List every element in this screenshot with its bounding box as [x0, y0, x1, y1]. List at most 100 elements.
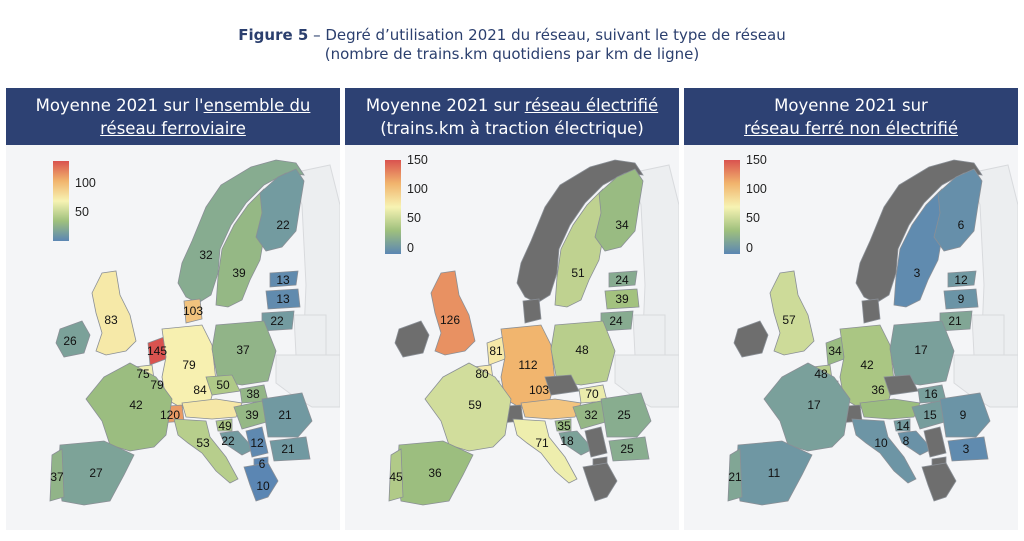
country-fi[interactable]: [255, 168, 305, 252]
country-dk[interactable]: [522, 298, 542, 324]
country-rs[interactable]: [584, 426, 608, 458]
country-it[interactable]: [851, 418, 917, 484]
country-uk[interactable]: [430, 270, 476, 356]
value-label-se: 3: [914, 266, 921, 280]
country-ro[interactable]: [939, 392, 991, 438]
country-pl[interactable]: [550, 320, 616, 386]
country-ro[interactable]: [600, 392, 652, 438]
value-label-sk: 38: [246, 387, 260, 401]
country-bg[interactable]: [269, 436, 311, 462]
legend-tick: 50: [407, 211, 421, 225]
country-fr[interactable]: [424, 362, 512, 452]
country-fr[interactable]: [85, 362, 173, 452]
country-fr[interactable]: [763, 362, 851, 452]
figure-title-text: – Degré d’utilisation 2021 du réseau, su…: [308, 26, 786, 44]
country-ee[interactable]: [947, 270, 977, 288]
value-label-fr: 59: [468, 398, 482, 412]
value-label-fi: 22: [276, 218, 290, 232]
value-label-dk: 103: [183, 304, 203, 318]
country-gr[interactable]: [243, 462, 279, 502]
value-label-si: 35: [557, 419, 571, 433]
country-si[interactable]: [893, 418, 911, 432]
country-si[interactable]: [215, 418, 233, 432]
value-label-sk: 70: [585, 387, 599, 401]
value-label-pl: 48: [575, 343, 589, 357]
country-at[interactable]: [520, 398, 582, 420]
country-ie[interactable]: [394, 320, 430, 358]
panel-title-link[interactable]: réseau ferroviaire: [100, 119, 246, 138]
value-label-uk: 57: [782, 313, 796, 327]
country-no[interactable]: [516, 159, 644, 304]
value-label-hu: 15: [923, 408, 937, 422]
country-lv[interactable]: [265, 288, 301, 310]
country-uk[interactable]: [91, 270, 137, 356]
value-label-lt: 22: [270, 314, 284, 328]
value-label-fr: 42: [129, 398, 143, 412]
value-label-no: 32: [199, 248, 213, 262]
country-hr[interactable]: [897, 430, 933, 456]
country-ee[interactable]: [608, 270, 638, 288]
value-label-ee: 24: [615, 273, 629, 287]
country-dk[interactable]: [861, 298, 881, 324]
value-label-be: 48: [814, 367, 828, 381]
country-ee[interactable]: [269, 270, 299, 288]
value-label-se: 51: [571, 266, 585, 280]
country-at[interactable]: [859, 398, 921, 420]
value-label-pt: 45: [389, 470, 403, 484]
value-label-at: 36: [871, 383, 885, 397]
country-it[interactable]: [512, 418, 578, 484]
panel-non-electrified: Moyenne 2021 sur réseau ferré non électr…: [684, 88, 1018, 530]
legend-bar: [724, 160, 740, 254]
panel-electrified: Moyenne 2021 sur réseau électrifié (trai…: [345, 88, 679, 530]
value-label-si: 14: [896, 419, 910, 433]
country-no[interactable]: [177, 159, 305, 304]
panel-title: Moyenne 2021 sur: [365, 96, 525, 115]
country-dk[interactable]: [183, 298, 203, 324]
value-label-nl: 34: [828, 344, 842, 358]
country-lv[interactable]: [604, 288, 640, 310]
country-gr[interactable]: [921, 462, 957, 502]
value-label-ie: 26: [63, 334, 77, 348]
country-it[interactable]: [173, 418, 239, 484]
value-label-de: 42: [860, 358, 874, 372]
country-bg[interactable]: [947, 436, 989, 462]
country-rs[interactable]: [923, 426, 947, 458]
country-at[interactable]: [181, 398, 243, 420]
country-pl[interactable]: [889, 320, 955, 386]
legend-tick: 50: [746, 211, 760, 225]
panel-title-link[interactable]: réseau ferré non électrifié: [743, 119, 958, 138]
country-uk[interactable]: [769, 270, 815, 356]
figure-title: Figure 5 – Degré d’utilisation 2021 du r…: [0, 26, 1024, 64]
country-pt[interactable]: [49, 448, 65, 502]
country-hr[interactable]: [219, 430, 255, 456]
country-lv[interactable]: [943, 288, 979, 310]
country-ro[interactable]: [261, 392, 313, 438]
country-hr[interactable]: [558, 430, 594, 456]
legend-tick: 50: [75, 205, 89, 219]
country-ie[interactable]: [733, 320, 769, 358]
country-fi[interactable]: [594, 168, 644, 252]
neighbour-country-by: [632, 314, 666, 356]
country-bg[interactable]: [608, 436, 650, 462]
panel-title-link[interactable]: ensemble du: [203, 96, 311, 115]
country-ie[interactable]: [55, 320, 91, 358]
value-label-be: 80: [475, 367, 489, 381]
country-fi[interactable]: [933, 168, 983, 252]
country-pl[interactable]: [211, 320, 277, 386]
value-label-ch: 120: [160, 408, 180, 422]
panel-title-link[interactable]: réseau électrifié: [524, 96, 659, 115]
neighbour-country-ua: [275, 354, 340, 408]
value-label-fr: 17: [807, 398, 821, 412]
value-label-bg: 21: [281, 442, 295, 456]
value-label-pl: 37: [236, 343, 250, 357]
country-gr[interactable]: [582, 462, 618, 502]
value-label-bg: 3: [963, 442, 970, 456]
country-pt[interactable]: [388, 448, 404, 502]
country-rs[interactable]: [245, 426, 269, 458]
country-no[interactable]: [855, 159, 983, 304]
country-si[interactable]: [554, 418, 572, 432]
value-label-it: 10: [874, 436, 888, 450]
country-pt[interactable]: [727, 448, 743, 502]
